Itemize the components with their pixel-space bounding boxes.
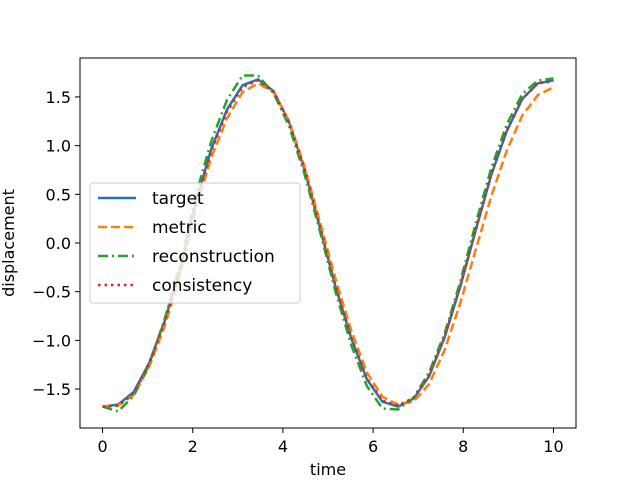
legend: target metric reconstruction consistency (89, 182, 301, 304)
y-tick-label: −1.5 (32, 380, 71, 399)
y-axis-ticks: −1.5 −1.0 −0.5 0.0 0.5 1.0 1.5 (32, 88, 80, 399)
legend-label-metric: metric (152, 218, 207, 238)
x-tick-label: 8 (458, 437, 468, 456)
legend-label-reconstruction: reconstruction (152, 247, 275, 267)
y-tick-label: −0.5 (32, 283, 71, 302)
x-tick-label: 6 (368, 437, 378, 456)
y-tick-label: 1.5 (46, 88, 71, 107)
y-tick-label: 0.0 (46, 234, 71, 253)
legend-frame (89, 182, 301, 304)
legend-label-target: target (152, 189, 204, 209)
x-tick-label: 10 (543, 437, 563, 456)
y-tick-label: 0.5 (46, 185, 71, 204)
series-line-metric (102, 82, 555, 408)
x-tick-label: 2 (188, 437, 198, 456)
y-axis-label: displacement (0, 189, 18, 297)
x-tick-label: 4 (278, 437, 288, 456)
x-tick-label: 0 (97, 437, 107, 456)
x-axis-label: time (310, 460, 346, 479)
legend-label-consistency: consistency (152, 276, 252, 296)
y-tick-label: 1.0 (46, 137, 71, 156)
x-axis-ticks: 0 2 4 6 8 10 (97, 428, 564, 456)
y-tick-label: −1.0 (32, 331, 71, 350)
